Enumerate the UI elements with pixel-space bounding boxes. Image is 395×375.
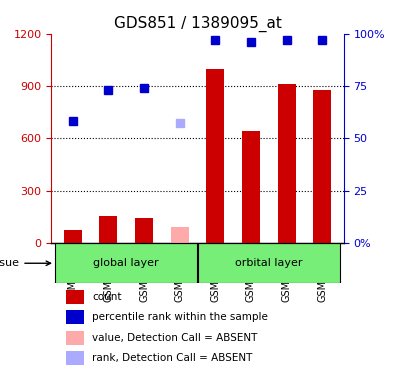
FancyBboxPatch shape (269, 243, 305, 284)
FancyBboxPatch shape (90, 243, 126, 284)
FancyBboxPatch shape (233, 243, 269, 284)
Bar (66, 351, 83, 365)
Bar (313, 90, 331, 243)
Bar (135, 218, 153, 243)
Bar (55, 243, 198, 284)
Bar (66, 310, 83, 324)
Bar (66, 331, 83, 345)
Bar (198, 243, 340, 284)
FancyBboxPatch shape (305, 243, 340, 284)
Bar (66, 290, 83, 304)
Text: value, Detection Call = ABSENT: value, Detection Call = ABSENT (92, 333, 258, 343)
Bar (207, 69, 224, 243)
Bar (242, 131, 260, 243)
FancyBboxPatch shape (162, 243, 198, 284)
Text: rank, Detection Call = ABSENT: rank, Detection Call = ABSENT (92, 353, 253, 363)
Text: tissue: tissue (0, 258, 51, 268)
Title: GDS851 / 1389095_at: GDS851 / 1389095_at (113, 16, 281, 32)
Bar (171, 227, 188, 243)
FancyBboxPatch shape (126, 243, 162, 284)
Bar (64, 230, 82, 243)
FancyBboxPatch shape (198, 243, 233, 284)
Bar (100, 216, 117, 243)
Bar (278, 84, 295, 243)
Text: percentile rank within the sample: percentile rank within the sample (92, 312, 268, 322)
Text: orbital layer: orbital layer (235, 258, 303, 268)
Text: global layer: global layer (93, 258, 159, 268)
FancyBboxPatch shape (55, 243, 90, 284)
Text: count: count (92, 292, 122, 302)
